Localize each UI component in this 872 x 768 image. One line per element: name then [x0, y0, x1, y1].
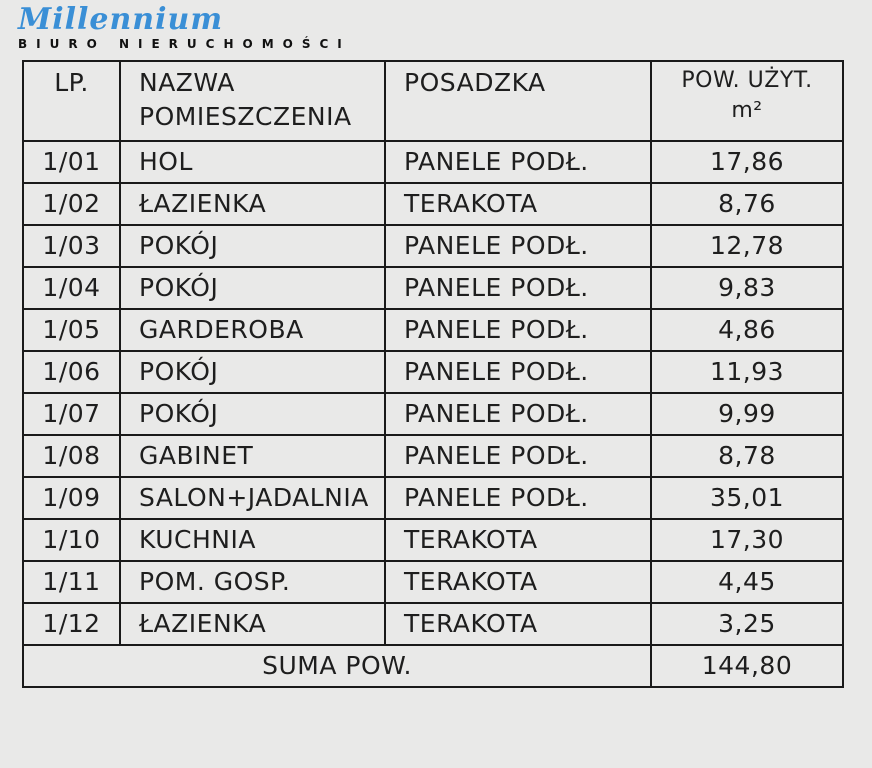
- cell-lp: 1/03: [22, 224, 121, 268]
- cell-floor: PANELE PODŁ.: [384, 392, 652, 436]
- cell-area: 17,86: [650, 140, 844, 184]
- cell-name: SALON+JADALNIA: [119, 476, 386, 520]
- cell-lp: 1/05: [22, 308, 121, 352]
- cell-area: 12,78: [650, 224, 844, 268]
- table-row: 1/01 HOL PANELE PODŁ. 17,86: [22, 140, 844, 184]
- table-row: 1/12 ŁAZIENKA TERAKOTA 3,25: [22, 602, 844, 646]
- cell-floor: TERAKOTA: [384, 602, 652, 646]
- company-logo: Millennium BIURO NIERUCHOMOŚCI: [18, 2, 351, 52]
- cell-name: GARDEROBA: [119, 308, 386, 352]
- cell-floor: PANELE PODŁ.: [384, 224, 652, 268]
- cell-area: 35,01: [650, 476, 844, 520]
- cell-name: POKÓJ: [119, 392, 386, 436]
- header-name: NAZWA POMIESZCZENIA: [119, 60, 386, 142]
- table-row: 1/09 SALON+JADALNIA PANELE PODŁ. 35,01: [22, 476, 844, 520]
- cell-lp: 1/07: [22, 392, 121, 436]
- cell-lp: 1/09: [22, 476, 121, 520]
- cell-floor: TERAKOTA: [384, 182, 652, 226]
- cell-area: 4,45: [650, 560, 844, 604]
- sum-label: SUMA POW.: [22, 644, 652, 688]
- cell-lp: 1/06: [22, 350, 121, 394]
- cell-name: HOL: [119, 140, 386, 184]
- cell-floor: TERAKOTA: [384, 560, 652, 604]
- cell-area: 9,83: [650, 266, 844, 310]
- cell-floor: TERAKOTA: [384, 518, 652, 562]
- table-row: 1/05 GARDEROBA PANELE PODŁ. 4,86: [22, 308, 844, 352]
- table-row: 1/08 GABINET PANELE PODŁ. 8,78: [22, 434, 844, 478]
- cell-area: 17,30: [650, 518, 844, 562]
- cell-name: ŁAZIENKA: [119, 602, 386, 646]
- cell-floor: PANELE PODŁ.: [384, 308, 652, 352]
- cell-name: POKÓJ: [119, 350, 386, 394]
- header-floor: POSADZKA: [384, 60, 652, 142]
- cell-lp: 1/11: [22, 560, 121, 604]
- cell-name: POKÓJ: [119, 266, 386, 310]
- header-lp: LP.: [22, 60, 121, 142]
- cell-name: POKÓJ: [119, 224, 386, 268]
- table-header: LP. NAZWA POMIESZCZENIA POSADZKA POW. UŻ…: [22, 60, 844, 142]
- cell-lp: 1/02: [22, 182, 121, 226]
- table-row: 1/11 POM. GOSP. TERAKOTA 4,45: [22, 560, 844, 604]
- cell-name: POM. GOSP.: [119, 560, 386, 604]
- cell-area: 9,99: [650, 392, 844, 436]
- table-row: 1/02 ŁAZIENKA TERAKOTA 8,76: [22, 182, 844, 226]
- cell-lp: 1/10: [22, 518, 121, 562]
- cell-area: 4,86: [650, 308, 844, 352]
- cell-name: KUCHNIA: [119, 518, 386, 562]
- cell-lp: 1/12: [22, 602, 121, 646]
- table-row: 1/03 POKÓJ PANELE PODŁ. 12,78: [22, 224, 844, 268]
- header-area: POW. UŻYT. m²: [650, 60, 844, 142]
- cell-area: 8,76: [650, 182, 844, 226]
- table-row: 1/10 KUCHNIA TERAKOTA 17,30: [22, 518, 844, 562]
- table-row: 1/04 POKÓJ PANELE PODŁ. 9,83: [22, 266, 844, 310]
- table-row: 1/07 POKÓJ PANELE PODŁ. 9,99: [22, 392, 844, 436]
- cell-floor: PANELE PODŁ.: [384, 266, 652, 310]
- sum-value: 144,80: [650, 644, 844, 688]
- cell-name: GABINET: [119, 434, 386, 478]
- cell-floor: PANELE PODŁ.: [384, 476, 652, 520]
- cell-area: 3,25: [650, 602, 844, 646]
- table-row: 1/06 POKÓJ PANELE PODŁ. 11,93: [22, 350, 844, 394]
- sum-row: SUMA POW. 144,80: [22, 644, 844, 688]
- cell-floor: PANELE PODŁ.: [384, 434, 652, 478]
- cell-area: 11,93: [650, 350, 844, 394]
- logo-subtitle: BIURO NIERUCHOMOŚCI: [18, 37, 351, 51]
- cell-lp: 1/08: [22, 434, 121, 478]
- cell-floor: PANELE PODŁ.: [384, 140, 652, 184]
- logo-brand: Millennium: [18, 2, 224, 37]
- cell-area: 8,78: [650, 434, 844, 478]
- cell-lp: 1/04: [22, 266, 121, 310]
- rooms-table: LP. NAZWA POMIESZCZENIA POSADZKA POW. UŻ…: [22, 60, 844, 688]
- cell-name: ŁAZIENKA: [119, 182, 386, 226]
- cell-lp: 1/01: [22, 140, 121, 184]
- cell-floor: PANELE PODŁ.: [384, 350, 652, 394]
